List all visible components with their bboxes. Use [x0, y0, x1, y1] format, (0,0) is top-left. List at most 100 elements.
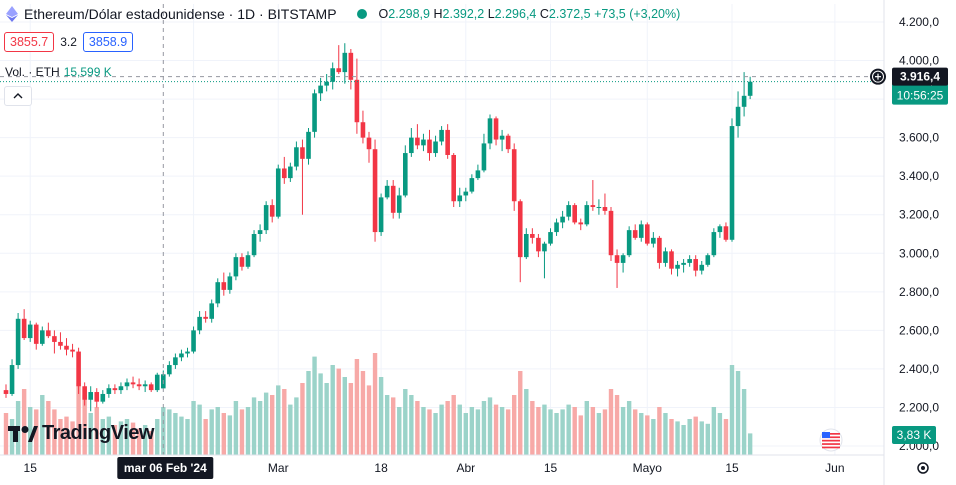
- tradingview-logo[interactable]: TradingView: [8, 422, 154, 445]
- candle: [475, 164, 481, 181]
- volume-bar: [221, 413, 226, 455]
- candle-body: [227, 276, 233, 290]
- candle: [142, 380, 148, 393]
- volume-bar: [378, 377, 384, 455]
- candle: [372, 139, 378, 242]
- x-tick-label: 15: [24, 461, 38, 475]
- candle: [366, 131, 372, 163]
- candle: [699, 260, 705, 275]
- volume-bar: [354, 359, 360, 455]
- candle: [638, 220, 644, 242]
- candle: [384, 180, 390, 200]
- candle-body: [312, 93, 317, 132]
- close-label: C: [539, 7, 549, 21]
- volume-bar: [270, 395, 275, 455]
- candle: [245, 251, 251, 269]
- settings-gear-icon[interactable]: [917, 462, 929, 474]
- candle-body: [94, 392, 100, 402]
- candle-body: [282, 168, 287, 179]
- volume-bar: [263, 392, 269, 455]
- volume-bar: [699, 421, 704, 455]
- low-label: L: [487, 7, 495, 21]
- candle: [669, 249, 674, 275]
- candle: [481, 133, 487, 173]
- volume-bar: [257, 401, 263, 455]
- x-tick-label: Mayo: [633, 461, 663, 475]
- candle-body: [318, 85, 323, 94]
- candle-body: [596, 207, 602, 209]
- volume-bar: [227, 415, 233, 455]
- candle: [167, 361, 172, 377]
- candle: [209, 299, 214, 323]
- buy-button[interactable]: 3858.9: [82, 32, 134, 52]
- ohlc-values: O2.298,9 H2.392,2 L2.296,4 C2.372,5 +73,…: [379, 7, 681, 21]
- candle-body: [154, 374, 160, 391]
- volume-bar: [294, 397, 299, 455]
- candle: [64, 338, 69, 356]
- candle: [548, 228, 553, 246]
- volume-bar: [614, 395, 620, 455]
- y-tick-label: 2.600,0: [899, 323, 939, 337]
- candle-body: [70, 349, 75, 352]
- symbol-title[interactable]: Ethereum/Dólar estadounidense · 1D · BIT…: [24, 6, 337, 22]
- candle-body: [209, 303, 214, 319]
- candle-body: [58, 341, 63, 346]
- volume-bar: [475, 409, 481, 455]
- add-alert-plus-icon[interactable]: [870, 68, 886, 85]
- candle-body: [27, 324, 33, 339]
- candle-body: [717, 226, 723, 233]
- candle-body: [396, 195, 402, 213]
- volume-bar: [76, 383, 81, 455]
- y-tick-label: 4.200,0: [899, 15, 939, 29]
- volume-label-bg: [892, 426, 936, 444]
- volume-bar: [741, 389, 747, 455]
- volume-bar: [300, 383, 305, 455]
- candle-body: [33, 324, 39, 344]
- volume-bar: [663, 413, 668, 455]
- candle-body: [52, 336, 57, 342]
- candle-body: [481, 143, 487, 171]
- sell-button[interactable]: 3855.7: [4, 32, 55, 52]
- volume-bar: [729, 365, 735, 455]
- candle: [632, 224, 638, 240]
- candle-body: [433, 141, 438, 154]
- candle: [288, 162, 293, 182]
- candle: [463, 187, 469, 202]
- candle-body: [390, 185, 396, 213]
- volume-bar: [40, 395, 45, 455]
- candle-body: [366, 137, 372, 150]
- candle: [493, 116, 499, 146]
- candle-body: [723, 226, 729, 240]
- volume-bar: [384, 395, 390, 455]
- candle-body: [179, 353, 184, 358]
- candle-body: [360, 122, 366, 138]
- time-axis[interactable]: 1515Mar18Abr15Mayo15Jun: [24, 461, 845, 475]
- candle-body: [324, 81, 329, 86]
- candle-body: [100, 393, 106, 402]
- candle-body: [197, 316, 202, 331]
- candle: [52, 330, 57, 354]
- candle-body: [487, 118, 493, 144]
- candle: [403, 145, 408, 198]
- candle-body: [517, 201, 523, 258]
- volume-bar: [717, 413, 723, 455]
- volume-bar: [530, 401, 535, 455]
- candle: [560, 210, 565, 229]
- volume-bar: [675, 421, 680, 455]
- y-tick-label: 4.000,0: [899, 54, 939, 68]
- candle-body: [445, 129, 450, 155]
- candle: [191, 326, 196, 354]
- volume-bar: [463, 413, 468, 455]
- collapse-legend-button[interactable]: [4, 86, 32, 106]
- candle: [88, 386, 93, 412]
- candle-body: [372, 149, 378, 233]
- candle: [681, 259, 686, 273]
- volume-bar: [403, 389, 408, 455]
- candle: [487, 114, 493, 150]
- candle-body: [64, 345, 69, 350]
- candle-body: [632, 230, 638, 238]
- candle-body: [536, 237, 541, 252]
- candle: [457, 187, 463, 208]
- candle-body: [693, 259, 698, 271]
